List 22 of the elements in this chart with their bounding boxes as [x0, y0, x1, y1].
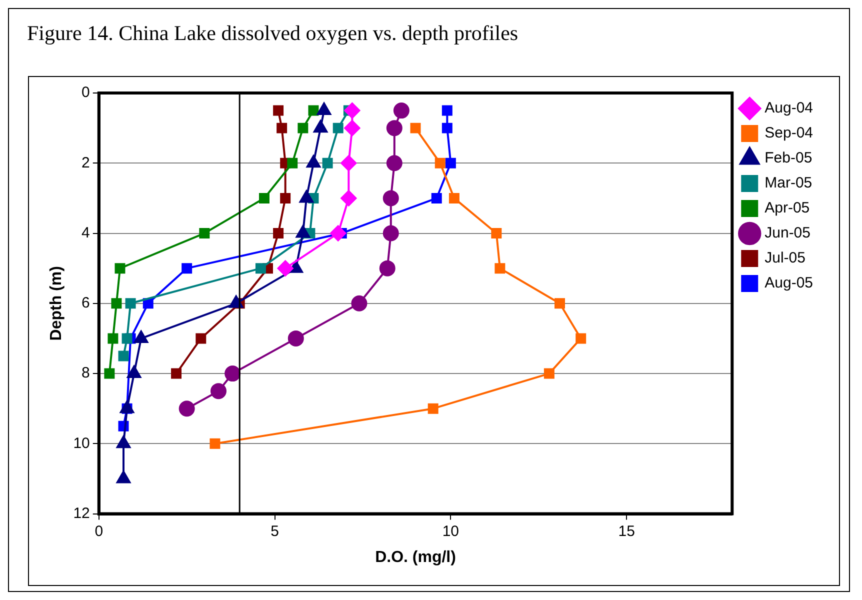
- y-tick-label: 0: [82, 84, 90, 102]
- legend-label: Apr-05: [764, 200, 810, 217]
- legend-label: Aug-05: [764, 274, 814, 292]
- y-tick-label: 4: [82, 224, 90, 242]
- y-tick-label: 6: [82, 294, 90, 312]
- legend-label: Mar-05: [764, 174, 812, 192]
- legend-label: Aug-04: [764, 100, 814, 117]
- y-tick-label: 12: [73, 504, 90, 522]
- x-tick-label: 5: [270, 522, 279, 540]
- legend-label: Sep-04: [764, 124, 814, 142]
- x-tick-label: 10: [442, 522, 460, 540]
- x-tick-label: 15: [618, 522, 635, 540]
- y-tick-label: 8: [82, 364, 90, 382]
- legend-label: Jun-05: [764, 224, 811, 242]
- x-tick-label: 0: [94, 522, 104, 540]
- y-tick-label: 10: [73, 434, 90, 452]
- x-axis-title: D.O. (mg/l): [375, 548, 456, 566]
- legend-label: Jul-05: [764, 250, 806, 267]
- y-tick-label: 2: [82, 154, 90, 172]
- legend-label: Feb-05: [764, 150, 812, 167]
- y-axis-title: Depth (m): [48, 266, 66, 341]
- chart-title: Figure 14. China Lake dissolved oxygen vs. depth profiles: [27, 21, 518, 46]
